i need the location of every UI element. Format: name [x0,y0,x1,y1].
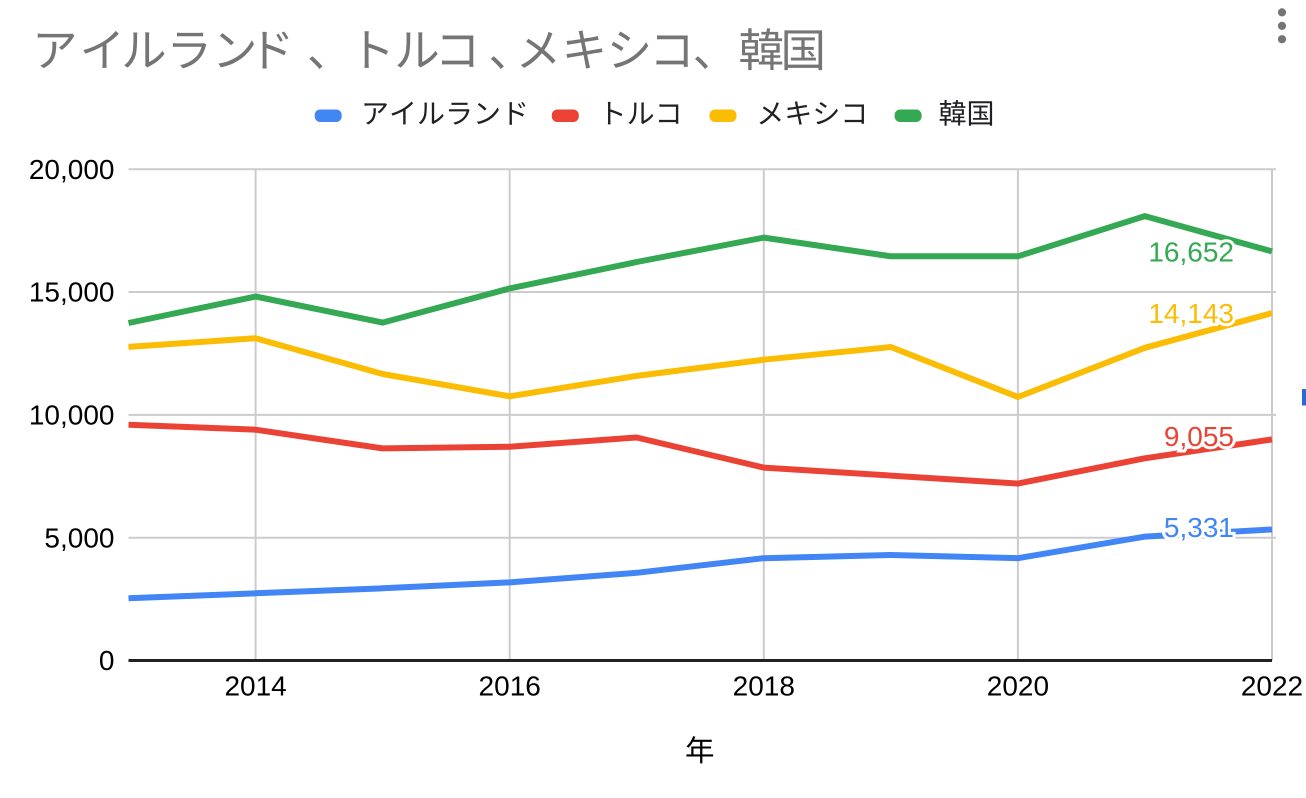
svg-text:2018: 2018 [733,671,795,702]
svg-text:5,000: 5,000 [44,522,114,553]
svg-text:2016: 2016 [479,671,541,702]
svg-text:0: 0 [99,645,115,676]
svg-text:5,331: 5,331 [1164,512,1234,543]
svg-text:9,055: 9,055 [1164,421,1234,452]
svg-text:20,000: 20,000 [29,154,115,185]
svg-text:2022: 2022 [1241,671,1303,702]
svg-text:16,652: 16,652 [1148,236,1234,267]
svg-text:2014: 2014 [224,671,286,702]
svg-text:10,000: 10,000 [29,400,115,431]
svg-text:15,000: 15,000 [29,277,115,308]
svg-text:14,143: 14,143 [1148,298,1234,329]
svg-text:2020: 2020 [987,671,1049,702]
